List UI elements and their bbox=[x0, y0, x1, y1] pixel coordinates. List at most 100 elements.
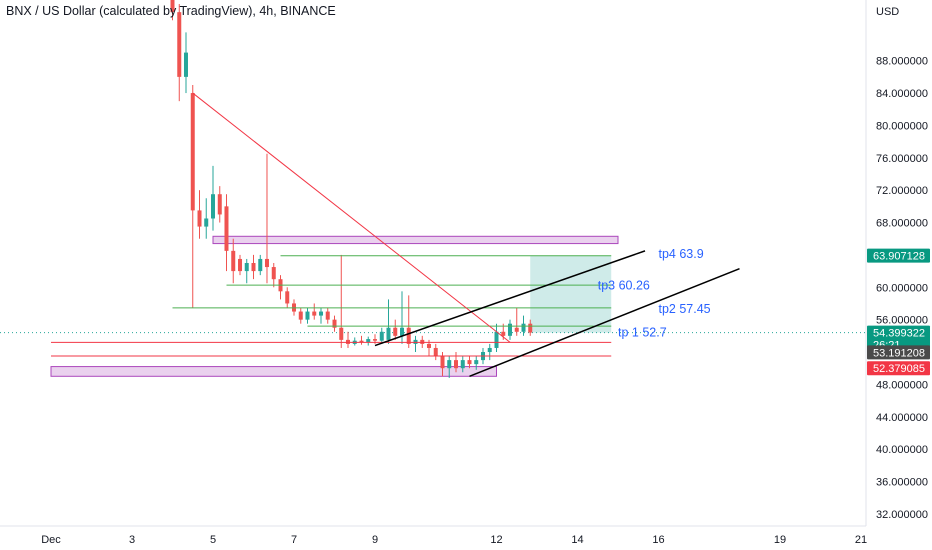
candle-body bbox=[224, 206, 229, 251]
y-tick-label: 56.000000 bbox=[876, 315, 928, 327]
candle-body bbox=[197, 210, 202, 227]
candle-body bbox=[366, 339, 371, 343]
candle-body bbox=[440, 356, 445, 369]
x-tick-label: 5 bbox=[210, 534, 216, 546]
candle-body bbox=[285, 291, 290, 304]
y-tick-label: 32.000000 bbox=[876, 509, 928, 521]
x-tick-label: 12 bbox=[490, 534, 502, 546]
x-tick-label: 14 bbox=[571, 534, 583, 546]
candle-body bbox=[426, 343, 431, 348]
price-tag-text: 52.379085 bbox=[873, 363, 925, 375]
candle-body bbox=[211, 194, 215, 219]
candle-body bbox=[460, 360, 465, 369]
falling-trend-line bbox=[192, 92, 511, 343]
candle-body bbox=[251, 263, 256, 272]
y-tick-label: 60.000000 bbox=[876, 282, 928, 294]
y-axis: 32.000000 36.000000 40.000000 44.000000 48.0… bbox=[876, 56, 928, 521]
candle-body bbox=[325, 311, 330, 320]
candle-body bbox=[298, 311, 303, 320]
y-tick-label: 72.000000 bbox=[876, 185, 928, 197]
candle-body bbox=[312, 311, 317, 316]
x-tick-label: 3 bbox=[129, 534, 135, 546]
candle-body bbox=[204, 218, 209, 227]
price-tag bbox=[867, 361, 930, 376]
candle-body bbox=[467, 360, 472, 365]
tp-label: tp4 63.9 bbox=[659, 247, 704, 261]
channel-line bbox=[374, 250, 646, 347]
channel-line bbox=[469, 267, 740, 377]
candle-body bbox=[359, 340, 364, 343]
x-tick-label: 9 bbox=[372, 534, 378, 546]
y-tick-label: 36.000000 bbox=[876, 476, 928, 488]
tp-label: tp2 57.45 bbox=[659, 302, 711, 316]
x-axis: Dec 3 5 7 9 12 14 16 19 21 bbox=[41, 534, 867, 546]
y-tick-label: 80.000000 bbox=[876, 120, 928, 132]
candle-body bbox=[177, 12, 182, 77]
candle-body bbox=[305, 311, 310, 320]
candle-body bbox=[231, 250, 236, 272]
candle-body bbox=[190, 93, 195, 211]
y-tick-label: 68.000000 bbox=[876, 218, 928, 230]
y-tick-label: 88.000000 bbox=[876, 56, 928, 68]
candle-body bbox=[507, 323, 512, 336]
x-tick-label: Dec bbox=[41, 534, 61, 546]
candle-body bbox=[501, 331, 506, 336]
annotations-layer: tp4 63.9 tp3 60.26 tp2 57.45 tp 1 52.7 bbox=[598, 247, 711, 339]
candles-layer bbox=[170, 0, 533, 378]
candle-body bbox=[379, 331, 384, 341]
candle-body bbox=[514, 327, 519, 332]
candle-body bbox=[386, 327, 391, 340]
candle-body bbox=[433, 347, 438, 357]
chart-grid bbox=[0, 0, 867, 527]
zones-layer bbox=[50, 235, 619, 377]
chart-title: BNX / US Dollar (calculated by TradingVi… bbox=[6, 4, 336, 18]
price-tag-text: 54.399322 bbox=[873, 328, 925, 340]
candle-body bbox=[528, 323, 533, 333]
y-tick-label: 44.000000 bbox=[876, 412, 928, 424]
candle-body bbox=[393, 327, 398, 336]
candle-body bbox=[244, 263, 249, 272]
candle-body bbox=[521, 323, 526, 332]
candle-body bbox=[183, 52, 188, 77]
x-tick-label: 7 bbox=[291, 534, 297, 546]
currency-label: USD bbox=[876, 6, 900, 18]
candle-body bbox=[271, 267, 276, 280]
candle-body bbox=[400, 327, 405, 336]
candle-body bbox=[238, 258, 243, 272]
candle-body bbox=[474, 360, 479, 365]
y-tick-label: 76.000000 bbox=[876, 153, 928, 165]
candle-body bbox=[373, 339, 377, 341]
candle-body bbox=[454, 360, 458, 369]
price-tag bbox=[867, 325, 930, 352]
y-tick-label: 84.000000 bbox=[876, 88, 928, 100]
x-tick-label: 19 bbox=[774, 534, 786, 546]
candle-body bbox=[447, 360, 452, 369]
candle-body bbox=[339, 327, 344, 340]
price-tag bbox=[867, 248, 930, 263]
y-tick-label: 48.000000 bbox=[876, 379, 928, 391]
candle-body bbox=[170, 0, 175, 13]
tp-label: tp3 60.26 bbox=[598, 279, 650, 293]
candle-body bbox=[487, 347, 492, 353]
price-tag bbox=[867, 345, 930, 360]
candle-body bbox=[494, 331, 499, 348]
drawings-layer bbox=[51, 92, 740, 377]
zone-box bbox=[50, 366, 497, 377]
candle-body bbox=[406, 327, 411, 344]
x-tick-label: 21 bbox=[855, 534, 867, 546]
candle-body bbox=[319, 311, 324, 316]
price-tags-layer: 63.90712854.39932226:2153.19120852.37908… bbox=[867, 248, 930, 376]
y-tick-label: 40.000000 bbox=[876, 444, 928, 456]
zone-box bbox=[212, 235, 619, 245]
price-tag-text: 63.907128 bbox=[873, 251, 925, 263]
x-tick-label: 16 bbox=[652, 534, 664, 546]
candle-body bbox=[258, 258, 263, 272]
candle-body bbox=[332, 319, 337, 328]
price-tag-text: 53.191208 bbox=[873, 347, 925, 359]
candle-body bbox=[217, 194, 222, 215]
candle-body bbox=[264, 258, 269, 268]
target-box bbox=[530, 255, 612, 333]
tp-label: tp 1 52.7 bbox=[618, 326, 667, 340]
